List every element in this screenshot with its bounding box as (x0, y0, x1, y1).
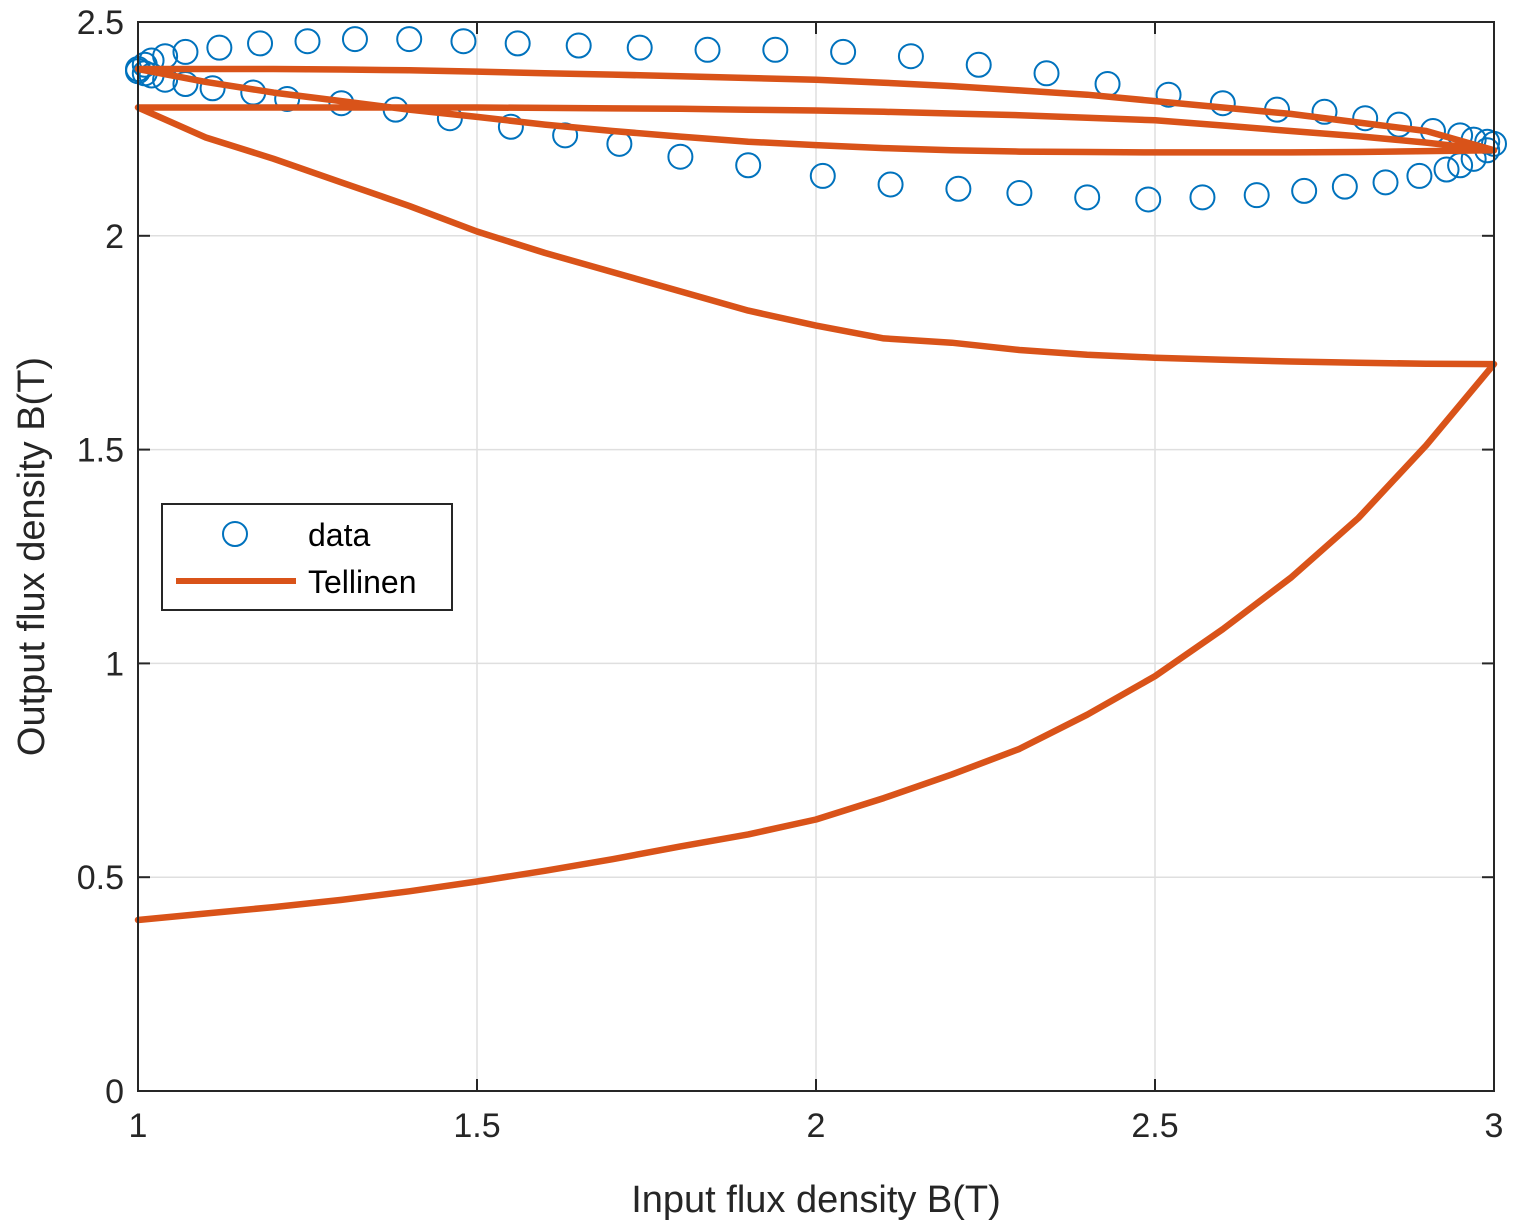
y-axis-label: Output flux density B(T) (11, 357, 53, 756)
data-point (497, 113, 524, 140)
x-tick-label: 1 (129, 1107, 148, 1145)
data-point (1433, 156, 1460, 183)
data-point (735, 152, 762, 179)
tellinen-series-line (134, 65, 1498, 924)
legend: data Tellinen (161, 503, 453, 611)
data-point (450, 28, 477, 55)
data-point (1033, 60, 1060, 87)
tick-layer: 1 1.5 2 2.5 3 0 0.5 1 1.5 2 2.5 (77, 4, 1504, 1145)
data-point (1189, 184, 1216, 211)
data-point (897, 43, 924, 70)
data-point (1291, 177, 1318, 204)
y-tick-label: 1.5 (77, 432, 124, 470)
data-point (247, 30, 274, 57)
data-point (877, 171, 904, 198)
y-tick-label: 1 (105, 645, 124, 683)
data-point (1311, 98, 1338, 125)
data-point (1331, 173, 1358, 200)
data-point (667, 143, 694, 170)
data-point (1155, 81, 1182, 108)
y-tick-label: 0.5 (77, 859, 124, 897)
data-point (830, 38, 857, 65)
data-point (199, 75, 226, 102)
x-tick-label: 2 (807, 1107, 826, 1145)
data-point (762, 36, 789, 63)
data-point (565, 32, 592, 59)
plot-area (125, 26, 1507, 924)
data-point (1006, 180, 1033, 207)
data-point (945, 175, 972, 202)
data-point (965, 51, 992, 78)
data-point (1406, 162, 1433, 189)
y-tick-label: 2.5 (77, 4, 124, 42)
legend-marker-data (222, 521, 248, 547)
legend-label-data: data (308, 517, 370, 553)
data-point (809, 162, 836, 189)
x-axis-label: Input flux density B(T) (631, 1179, 1001, 1221)
data-point (1243, 182, 1270, 209)
y-tick-label: 2 (105, 218, 124, 256)
data-point (626, 34, 653, 61)
data-point (294, 28, 321, 55)
data-point (341, 26, 368, 53)
data-point (1135, 186, 1162, 213)
data-point (504, 30, 531, 57)
data-point (1372, 169, 1399, 196)
data-point (1074, 184, 1101, 211)
data-point (172, 38, 199, 65)
x-tick-label: 3 (1485, 1107, 1504, 1145)
data-point (206, 34, 233, 61)
data-point (694, 36, 721, 63)
x-tick-label: 2.5 (1131, 1107, 1178, 1145)
x-tick-label: 1.5 (453, 1107, 500, 1145)
legend-label-tellinen: Tellinen (308, 564, 417, 600)
data-point (1352, 105, 1379, 132)
data-point (396, 26, 423, 53)
legend-box (161, 503, 453, 611)
y-tick-label: 0 (105, 1073, 124, 1111)
